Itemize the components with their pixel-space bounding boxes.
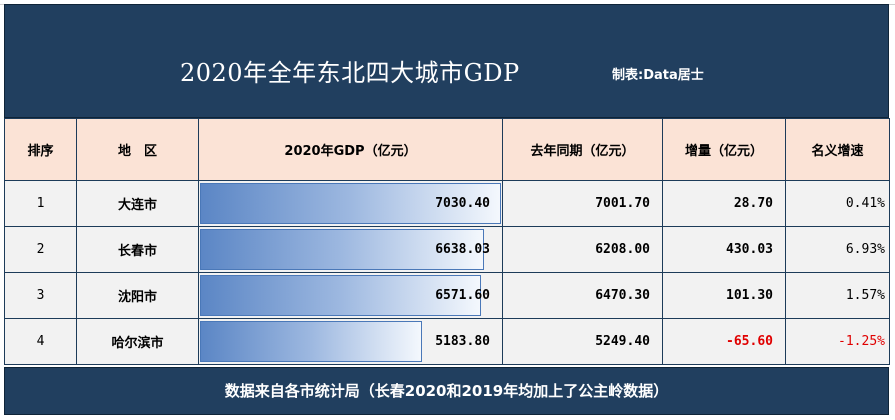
rank-cell[interactable]: 2 [4, 226, 77, 273]
growth-cell[interactable]: -1.25% [785, 318, 890, 365]
title-banner: 2020年全年东北四大城市GDP 制表:Data居士 [4, 4, 889, 118]
rank-cell[interactable]: 3 [4, 272, 77, 319]
city-cell[interactable]: 大连市 [76, 180, 199, 227]
growth-cell[interactable]: 1.57% [785, 272, 890, 319]
gdp-data-bar [200, 275, 481, 316]
growth-cell[interactable]: 0.41% [785, 180, 890, 227]
gdp-table: 排序 地 区 2020年GDP（亿元） 去年同期（亿元） 增量（亿元） 名义增速… [4, 118, 890, 365]
col-header-gdp2020[interactable]: 2020年GDP（亿元） [198, 118, 503, 181]
city-cell[interactable]: 哈尔滨市 [76, 318, 199, 365]
gdp2020-cell[interactable]: 7030.40 [198, 180, 503, 227]
increase-cell[interactable]: 430.03 [662, 226, 786, 273]
gdp2020-value: 5183.80 [435, 334, 490, 349]
gdp-data-bar [200, 229, 484, 270]
table-row: 1 大连市 7030.40 7001.70 28.70 0.41% [4, 180, 890, 227]
gdp2020-value: 6571.60 [435, 288, 490, 303]
gdp2020-cell[interactable]: 6638.03 [198, 226, 503, 273]
col-header-growth[interactable]: 名义增速 [785, 118, 890, 181]
city-cell[interactable]: 长春市 [76, 226, 199, 273]
growth-cell[interactable]: 6.93% [785, 226, 890, 273]
gdp2019-cell[interactable]: 6470.30 [502, 272, 663, 319]
city-cell[interactable]: 沈阳市 [76, 272, 199, 319]
gdp2019-cell[interactable]: 6208.00 [502, 226, 663, 273]
gdp2020-value: 7030.40 [435, 196, 490, 211]
table-row: 2 长春市 6638.03 6208.00 430.03 6.93% [4, 226, 890, 273]
increase-cell[interactable]: 101.30 [662, 272, 786, 319]
gdp2019-cell[interactable]: 5249.40 [502, 318, 663, 365]
gdp2020-cell[interactable]: 5183.80 [198, 318, 503, 365]
gdp2019-cell[interactable]: 7001.70 [502, 180, 663, 227]
gdp2020-cell[interactable]: 6571.60 [198, 272, 503, 319]
col-header-region[interactable]: 地 区 [76, 118, 199, 181]
page-title: 2020年全年东北四大城市GDP [180, 59, 520, 87]
table-row: 4 哈尔滨市 5183.80 5249.40 -65.60 -1.25% [4, 318, 890, 365]
table-row: 3 沈阳市 6571.60 6470.30 101.30 1.57% [4, 272, 890, 319]
gdp2020-value: 6638.03 [435, 242, 490, 257]
source-footer: 数据来自各市统计局（长春2020和2019年均加上了公主岭数据） [4, 367, 889, 415]
increase-cell[interactable]: -65.60 [662, 318, 786, 365]
gdp-data-bar [200, 321, 422, 362]
credit-label: 制表:Data居士 [612, 68, 704, 83]
rank-cell[interactable]: 4 [4, 318, 77, 365]
increase-cell[interactable]: 28.70 [662, 180, 786, 227]
gdp-data-bar [200, 183, 501, 224]
rank-cell[interactable]: 1 [4, 180, 77, 227]
col-header-increase[interactable]: 增量（亿元） [662, 118, 786, 181]
table-header-row: 排序 地 区 2020年GDP（亿元） 去年同期（亿元） 增量（亿元） 名义增速 [4, 118, 890, 181]
col-header-rank[interactable]: 排序 [4, 118, 77, 181]
col-header-gdp2019[interactable]: 去年同期（亿元） [502, 118, 663, 181]
